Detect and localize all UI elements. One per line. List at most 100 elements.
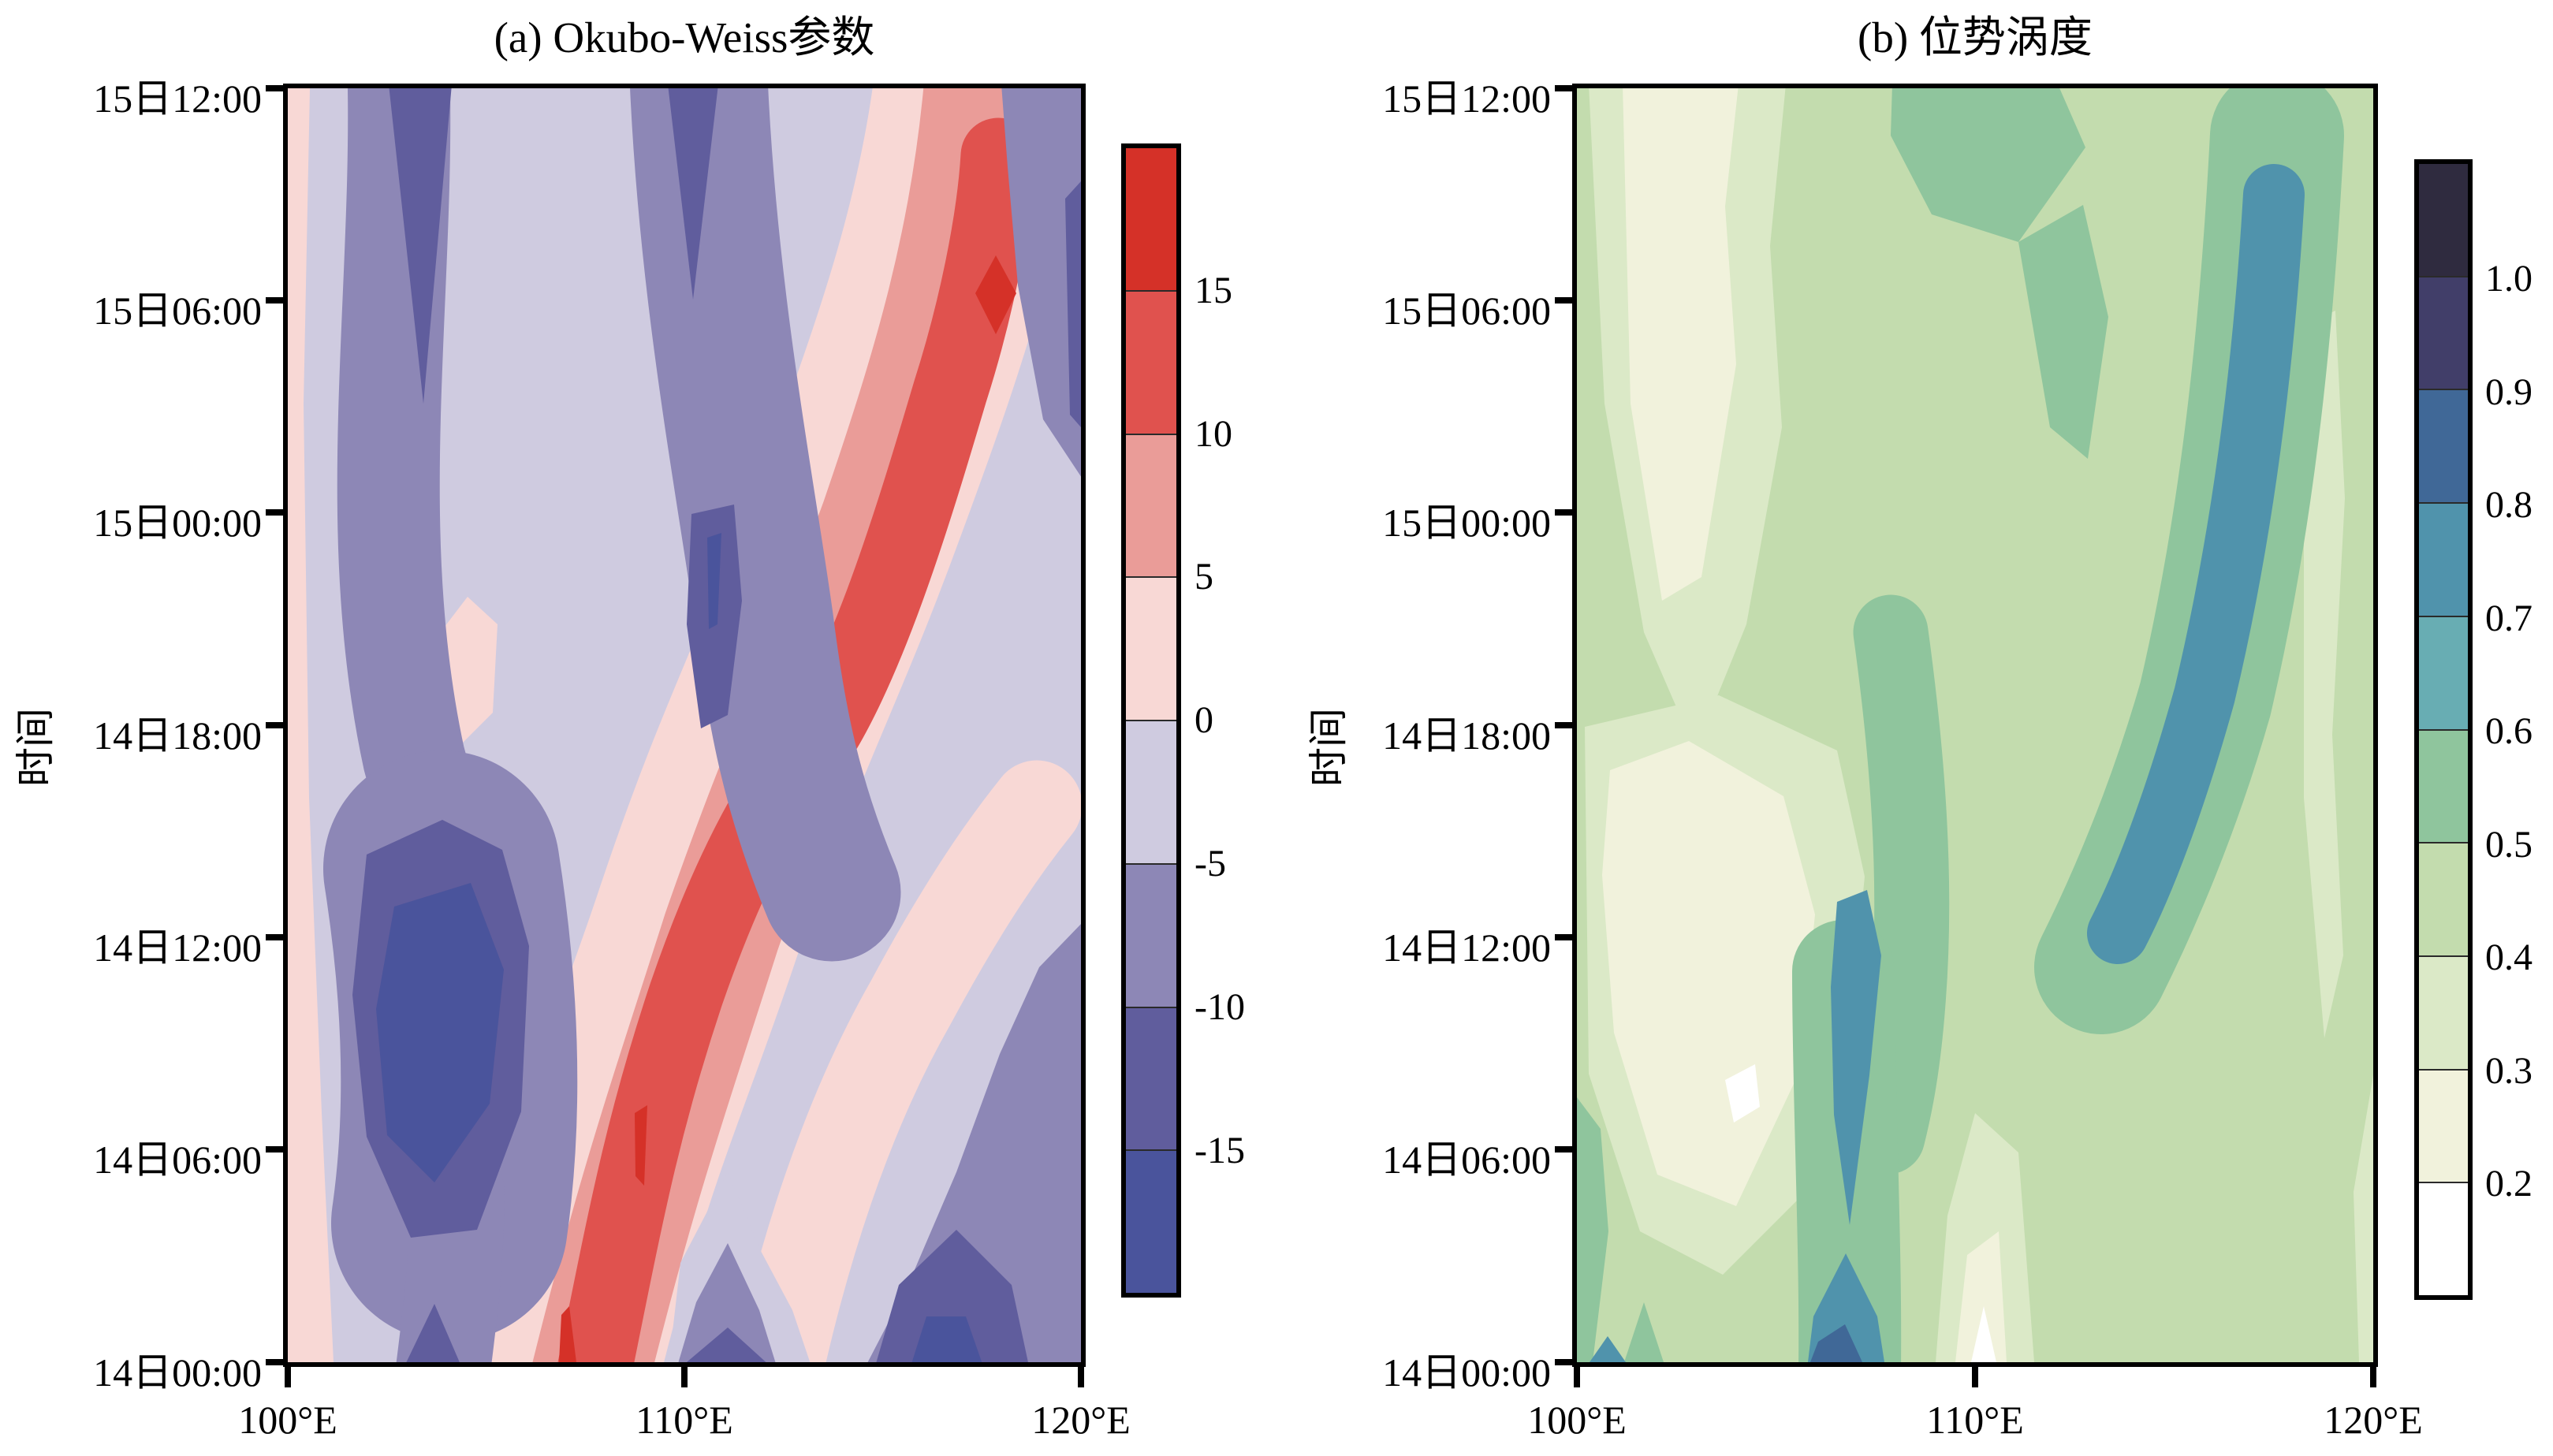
y-tick-label: 15日00:00 <box>1382 501 1551 545</box>
tick-mark <box>1555 509 1577 516</box>
y-tick-label: 15日06:00 <box>93 289 262 333</box>
tick-mark <box>1555 85 1577 91</box>
panel-b-plot-area <box>1572 84 2378 1367</box>
contour-a-pink-leg <box>769 806 1037 1362</box>
contour-a-darkest-sliver-mid <box>707 533 721 629</box>
contour-b-blue-bottomleft-tiny <box>1590 1336 1626 1362</box>
colorbar-tick-label: -5 <box>1195 843 1226 884</box>
colorbar-segment <box>2419 164 2468 276</box>
contour-b-white-minimum-spot <box>1725 1064 1760 1123</box>
contour-a-purple-wedge <box>678 1243 776 1362</box>
panel-a-title: (a) Okubo-Weiss参数 <box>494 13 875 61</box>
contour-a-darkred-sliver <box>635 1105 647 1186</box>
y-tick-label: 14日18:00 <box>93 713 262 758</box>
contour-b-green-left-tiny <box>1624 1302 1664 1362</box>
contour-a-purple-bottom-right <box>867 924 1081 1362</box>
contour-a-darkred-bottom-tip <box>559 1306 576 1362</box>
colorbar-tick-label: 0.2 <box>2485 1163 2533 1205</box>
colorbar-tick-label: 10 <box>1195 413 1232 455</box>
contour-a-darkred-spot-upper <box>975 255 1016 334</box>
colorbar-segment <box>2419 728 2468 843</box>
y-tick-label: 15日12:00 <box>93 76 262 121</box>
tick-mark <box>266 1359 288 1365</box>
colorbar-segment <box>1126 289 1176 434</box>
tick-mark <box>285 1367 291 1387</box>
tick-mark <box>1555 1359 1577 1365</box>
colorbar-tick-label: 5 <box>1195 556 1213 598</box>
contour-a-purple-band-middle <box>698 88 832 892</box>
tick-mark <box>266 934 288 940</box>
colorbar-segment <box>1126 720 1176 863</box>
y-tick-label: 14日06:00 <box>1382 1138 1551 1182</box>
x-tick-label: 120°E <box>2324 1398 2423 1442</box>
tick-mark <box>1574 1367 1580 1387</box>
contour-b-cream-bottom-inner <box>1955 1231 2007 1362</box>
contour-b-green-top-streak <box>2018 205 2108 459</box>
panel-a-contour-plot <box>288 88 1081 1362</box>
x-tick-label: 100°E <box>238 1398 337 1442</box>
panel-a-plot-area <box>283 84 1086 1367</box>
colorbar-segment <box>1126 1149 1176 1293</box>
x-tick-label: 120°E <box>1031 1398 1131 1442</box>
contour-a-dark-streak-midtop <box>668 88 718 300</box>
tick-mark <box>266 1146 288 1153</box>
colorbar-tick-label: 0.6 <box>2485 710 2533 752</box>
tick-mark <box>681 1367 688 1387</box>
y-tick-label: 14日00:00 <box>1382 1350 1551 1395</box>
colorbar-tick-label: 0.5 <box>2485 824 2533 866</box>
tick-mark <box>266 509 288 516</box>
tick-mark <box>1555 1146 1577 1153</box>
colorbar-segment <box>2419 1182 2468 1296</box>
panel-b-contour-plot <box>1577 88 2373 1362</box>
colorbar-segment <box>1126 433 1176 577</box>
y-tick-label: 14日18:00 <box>1382 713 1551 758</box>
y-tick-label: 15日06:00 <box>1382 289 1551 333</box>
y-tick-label: 14日12:00 <box>93 925 262 970</box>
y-tick-label: 15日00:00 <box>93 501 262 545</box>
contour-a-purple-top-right <box>1001 88 1081 477</box>
colorbar-tick-label: 15 <box>1195 270 1232 311</box>
contour-b-white-bottom-tip <box>1971 1306 1996 1362</box>
contour-a-dark-sliver-right-edge <box>1065 181 1081 427</box>
contour-a-dark-streak-topleft <box>389 88 452 404</box>
contour-a-darkest-core-left <box>376 883 504 1182</box>
tick-mark <box>1555 934 1577 940</box>
colorbar-tick-label: 0.8 <box>2485 484 2533 526</box>
tick-mark <box>266 722 288 728</box>
tick-mark <box>266 297 288 303</box>
contour-b-darkblue-bottom-core <box>1810 1324 1862 1362</box>
colorbar-tick-label: -15 <box>1195 1130 1245 1171</box>
contour-a-darkest-inner-bottomright <box>911 1316 982 1362</box>
contour-a-dark-triangle-bottomleft <box>406 1304 460 1362</box>
contour-a-slate-wedge <box>686 1328 766 1362</box>
tick-mark <box>1555 722 1577 728</box>
colorbar-tick-label: 0.7 <box>2485 598 2533 639</box>
contour-b-light-bottomright <box>2354 1074 2373 1362</box>
tick-mark <box>2370 1367 2376 1387</box>
colorbar-segment <box>2419 389 2468 503</box>
contour-b-light-bottom-trapezoid <box>1936 1113 2034 1362</box>
panel-a-colorbar <box>1121 143 1181 1298</box>
colorbar-segment <box>1126 576 1176 720</box>
colorbar-segment <box>2419 275 2468 389</box>
contour-b-green-mid-streak <box>1888 632 1912 1137</box>
contour-b-cream-left-blob <box>1602 741 1815 1206</box>
contour-b-blue-sliver <box>1831 890 1881 1225</box>
tick-mark <box>1972 1367 1978 1387</box>
colorbar-segment <box>1126 862 1176 1007</box>
colorbar-segment <box>1126 1006 1176 1150</box>
colorbar-segment <box>2419 842 2468 955</box>
contour-b-green-left-edge <box>1577 1097 1608 1362</box>
colorbar-segment <box>2419 502 2468 616</box>
colorbar-tick-label: -10 <box>1195 986 1245 1028</box>
tick-mark <box>1078 1367 1084 1387</box>
tick-mark <box>1555 297 1577 303</box>
contour-b-cream-topleft-band <box>1623 88 1739 601</box>
x-tick-label: 110°E <box>1926 1398 2024 1442</box>
colorbar-segment <box>2419 1068 2468 1182</box>
panel-b-colorbar <box>2414 159 2473 1300</box>
colorbar-segment <box>1126 148 1176 290</box>
panel-b-title: (b) 位势涡度 <box>1858 13 2093 61</box>
contour-b-blue-long-band <box>2118 195 2274 933</box>
